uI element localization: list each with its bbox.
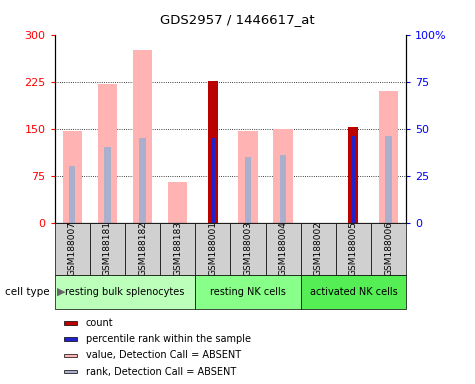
Text: value, Detection Call = ABSENT: value, Detection Call = ABSENT <box>86 350 241 360</box>
Bar <box>160 223 195 275</box>
Text: activated NK cells: activated NK cells <box>310 287 397 297</box>
Bar <box>266 223 301 275</box>
Text: resting bulk splenocytes: resting bulk splenocytes <box>65 287 185 297</box>
Bar <box>195 223 230 275</box>
Text: resting NK cells: resting NK cells <box>210 287 286 297</box>
Bar <box>55 275 195 309</box>
Text: GSM188005: GSM188005 <box>349 221 358 276</box>
Bar <box>168 182 187 223</box>
Text: GSM188183: GSM188183 <box>173 221 182 276</box>
Text: percentile rank within the sample: percentile rank within the sample <box>86 334 250 344</box>
Bar <box>55 223 90 275</box>
Text: GSM188002: GSM188002 <box>314 221 323 276</box>
Text: GSM188181: GSM188181 <box>103 221 112 276</box>
Bar <box>245 157 251 223</box>
Bar <box>371 223 406 275</box>
Bar <box>238 131 257 223</box>
Bar <box>336 223 371 275</box>
Text: GSM188004: GSM188004 <box>279 221 287 276</box>
Bar <box>64 321 77 324</box>
Bar <box>301 275 406 309</box>
Bar <box>69 166 76 223</box>
Bar <box>195 275 301 309</box>
Bar <box>280 155 286 223</box>
Bar <box>63 131 82 223</box>
Bar <box>230 223 266 275</box>
Bar <box>64 354 77 357</box>
Bar <box>385 136 392 223</box>
Text: cell type: cell type <box>5 287 50 297</box>
Bar <box>64 337 77 341</box>
Text: GSM188007: GSM188007 <box>68 221 76 276</box>
Bar <box>139 138 146 223</box>
Text: GSM188001: GSM188001 <box>209 221 217 276</box>
Text: GSM188003: GSM188003 <box>244 221 252 276</box>
Bar <box>208 81 218 223</box>
Text: rank, Detection Call = ABSENT: rank, Detection Call = ABSENT <box>86 367 236 377</box>
Bar <box>90 223 125 275</box>
Text: ▶: ▶ <box>57 287 66 297</box>
Text: GSM188182: GSM188182 <box>138 221 147 276</box>
Text: count: count <box>86 318 113 328</box>
Bar <box>352 136 355 223</box>
Text: GDS2957 / 1446617_at: GDS2957 / 1446617_at <box>160 13 315 26</box>
Bar <box>64 370 77 374</box>
Bar <box>133 50 152 223</box>
Bar <box>379 91 398 223</box>
Bar <box>104 147 111 223</box>
Bar <box>274 129 293 223</box>
Bar <box>349 127 358 223</box>
Bar <box>98 84 117 223</box>
Text: GSM188006: GSM188006 <box>384 221 393 276</box>
Bar <box>125 223 160 275</box>
Bar <box>301 223 336 275</box>
Bar <box>211 138 215 223</box>
